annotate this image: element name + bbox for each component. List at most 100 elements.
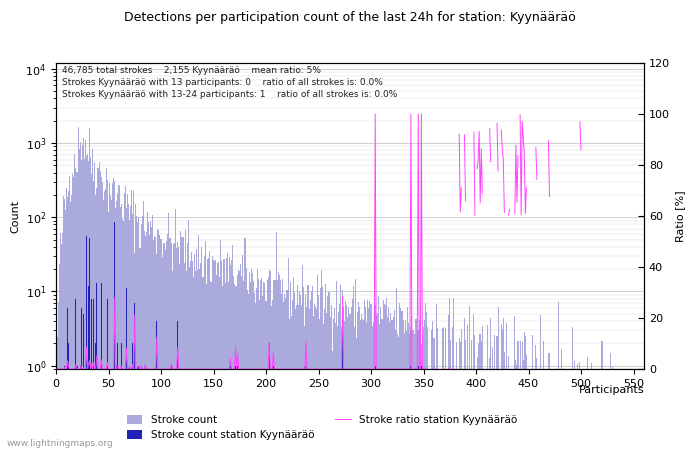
Bar xyxy=(174,243,175,450)
Bar xyxy=(464,318,465,450)
Bar xyxy=(67,308,68,450)
Bar xyxy=(357,312,358,450)
Bar xyxy=(102,182,103,450)
Bar xyxy=(237,365,238,450)
Bar xyxy=(190,261,191,450)
Bar xyxy=(170,238,171,450)
Bar xyxy=(261,278,262,450)
Bar xyxy=(509,369,510,450)
Bar xyxy=(316,309,317,450)
Bar xyxy=(62,233,63,450)
Bar xyxy=(424,320,425,450)
Bar xyxy=(345,301,346,450)
Bar xyxy=(152,216,153,450)
Bar xyxy=(380,307,381,450)
Bar xyxy=(111,200,112,450)
Bar xyxy=(427,327,428,450)
Bar xyxy=(91,299,92,450)
Bar xyxy=(202,277,204,450)
Bar xyxy=(125,186,126,450)
Bar xyxy=(76,365,78,450)
Bar xyxy=(126,288,127,450)
Bar xyxy=(144,230,145,450)
Bar xyxy=(188,220,189,450)
Legend: Stroke count, Stroke count station Kyynääräö, Stroke ratio station Kyynääräö: Stroke count, Stroke count station Kyynä… xyxy=(127,415,517,440)
Bar xyxy=(72,174,74,450)
Bar xyxy=(323,324,324,450)
Bar xyxy=(381,319,382,450)
Bar xyxy=(235,286,236,450)
Bar xyxy=(421,344,422,450)
Bar xyxy=(272,300,273,450)
Bar xyxy=(134,303,135,450)
Bar xyxy=(124,193,125,450)
Bar xyxy=(315,306,316,450)
Bar xyxy=(353,286,354,450)
Bar xyxy=(450,341,452,450)
Bar xyxy=(89,238,90,450)
Bar xyxy=(156,254,158,450)
Bar xyxy=(355,279,356,450)
Bar xyxy=(156,321,158,450)
Bar xyxy=(307,285,309,450)
Bar xyxy=(282,279,284,450)
Bar xyxy=(85,140,86,450)
Bar xyxy=(194,254,195,450)
Bar xyxy=(105,189,106,450)
Bar xyxy=(361,314,362,450)
Bar xyxy=(104,191,105,450)
Bar xyxy=(70,202,71,450)
Bar xyxy=(328,292,330,450)
Bar xyxy=(519,341,521,450)
Bar xyxy=(114,181,116,450)
Bar xyxy=(248,272,250,450)
Bar xyxy=(395,288,397,450)
Bar xyxy=(521,371,522,450)
Bar xyxy=(89,128,90,450)
Bar xyxy=(198,235,200,450)
Bar xyxy=(271,306,272,450)
Bar xyxy=(288,319,290,450)
Bar xyxy=(347,317,349,450)
Bar xyxy=(68,343,69,450)
Bar xyxy=(232,245,233,450)
Bar xyxy=(332,319,334,450)
Bar xyxy=(299,292,300,450)
Bar xyxy=(330,305,332,450)
Bar xyxy=(279,275,280,450)
Bar xyxy=(349,314,351,450)
Text: www.lightningmaps.org: www.lightningmaps.org xyxy=(7,439,113,448)
Bar xyxy=(399,303,400,450)
Bar xyxy=(376,315,377,450)
Bar xyxy=(433,338,435,450)
Bar xyxy=(116,201,118,450)
Bar xyxy=(496,336,498,450)
Bar xyxy=(153,240,154,450)
Bar xyxy=(421,365,422,450)
Bar xyxy=(106,168,107,450)
Bar xyxy=(302,265,303,450)
Bar xyxy=(426,312,427,450)
Bar xyxy=(253,281,254,450)
Bar xyxy=(134,253,135,450)
Bar xyxy=(209,251,210,450)
Bar xyxy=(296,305,297,450)
Bar xyxy=(354,327,355,450)
Bar xyxy=(574,361,575,450)
Bar xyxy=(197,270,198,450)
Bar xyxy=(482,326,483,450)
Bar xyxy=(479,334,480,450)
Bar xyxy=(500,324,502,450)
Bar xyxy=(137,222,139,450)
Bar xyxy=(275,280,276,450)
Bar xyxy=(166,241,167,450)
Bar xyxy=(252,273,253,450)
Bar xyxy=(397,333,398,450)
Bar xyxy=(269,343,270,450)
Bar xyxy=(126,208,127,450)
Bar xyxy=(214,261,215,450)
Bar xyxy=(162,243,164,450)
Bar xyxy=(225,258,227,450)
Bar xyxy=(223,259,225,450)
Bar xyxy=(219,277,220,450)
